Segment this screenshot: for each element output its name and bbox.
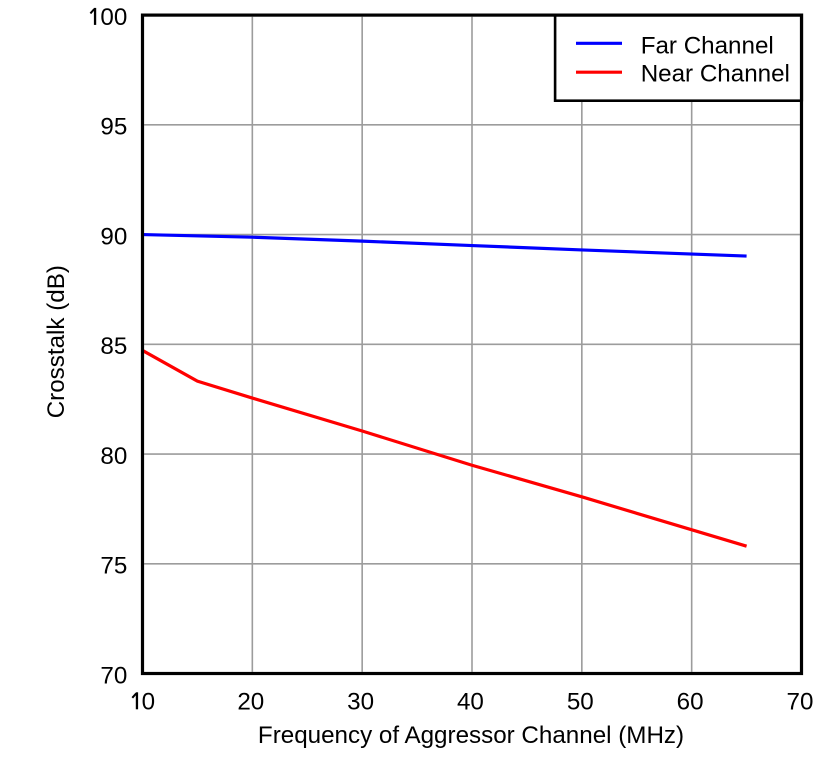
svg-text:20: 20: [237, 688, 264, 715]
svg-text:75: 75: [100, 553, 127, 580]
svg-text:95: 95: [100, 114, 127, 141]
svg-text:85: 85: [100, 333, 127, 360]
svg-text:00: 00: [100, 4, 127, 31]
svg-text:70: 70: [100, 662, 127, 689]
svg-text:80: 80: [100, 443, 127, 470]
svg-text:Far Channel: Far Channel: [641, 32, 774, 59]
svg-text:90: 90: [100, 223, 127, 250]
svg-text:0: 0: [142, 688, 155, 715]
svg-text:Near Channel: Near Channel: [641, 61, 790, 88]
svg-text:Frequency of Aggressor Channel: Frequency of Aggressor Channel (MHz): [258, 722, 684, 749]
svg-text:Crosstalk (dB): Crosstalk (dB): [43, 265, 70, 418]
svg-text:30: 30: [347, 688, 374, 715]
svg-text:60: 60: [677, 688, 704, 715]
svg-text:70: 70: [787, 688, 814, 715]
svg-text:50: 50: [567, 688, 594, 715]
svg-text:40: 40: [457, 688, 484, 715]
